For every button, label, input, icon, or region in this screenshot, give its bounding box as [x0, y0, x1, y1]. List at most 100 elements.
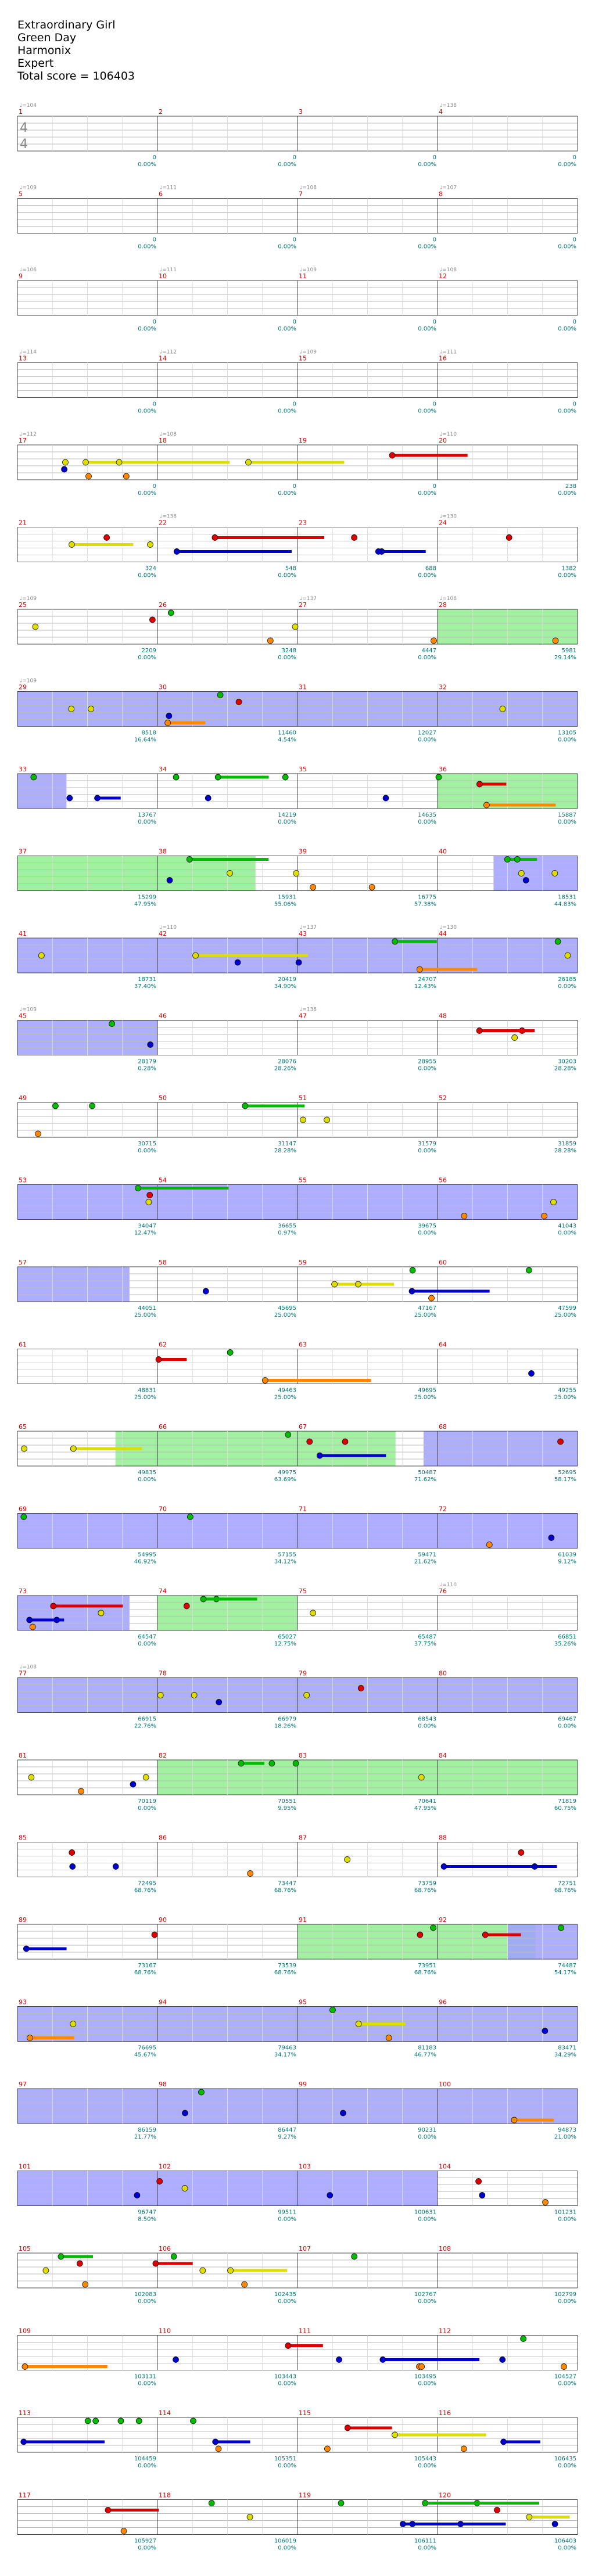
measure-percent: 58.17% — [554, 1476, 576, 1483]
note — [558, 1924, 564, 1931]
measure-score: 2209 — [142, 648, 156, 654]
measure-score: 65027 — [278, 1634, 296, 1640]
measure-score: 41043 — [558, 1223, 576, 1230]
measure-percent: 25.00% — [134, 1312, 156, 1318]
note — [542, 2199, 549, 2205]
score-row: 9♩=10600.00%10♩=11100.00%11♩=10900.00%12… — [17, 267, 578, 332]
note — [351, 2253, 358, 2260]
measure-score: 688 — [425, 566, 436, 572]
note — [292, 623, 299, 630]
measure-number: 81 — [19, 1752, 27, 1759]
note — [152, 2260, 159, 2267]
measure-number: 21 — [19, 519, 27, 527]
measure-number: 60 — [439, 1259, 447, 1266]
note — [340, 2110, 346, 2117]
measure-percent: 47.95% — [134, 901, 156, 908]
measure-percent: 25.00% — [134, 1395, 156, 1401]
measure-number: 63 — [299, 1341, 307, 1349]
measure-number: 86 — [159, 1834, 167, 1842]
measure-number: 97 — [19, 2081, 27, 2088]
measure-number: 7 — [299, 191, 303, 198]
measure-percent: 0.00% — [278, 161, 296, 168]
measure-score: 0 — [433, 483, 436, 490]
tempo-marker: ♩=114 — [20, 350, 37, 355]
note — [342, 1438, 349, 1445]
note — [69, 541, 75, 548]
note — [476, 781, 483, 788]
note — [83, 459, 89, 466]
measure-score: 102083 — [134, 2291, 156, 2298]
measure-score: 47167 — [418, 1305, 436, 1312]
measure-percent: 28.28% — [554, 1066, 576, 1072]
measure-score: 0 — [573, 319, 576, 325]
measure-score: 12027 — [418, 730, 436, 736]
note — [183, 1603, 190, 1609]
note — [551, 870, 558, 876]
note — [28, 1774, 35, 1781]
measure-percent: 0.00% — [558, 244, 576, 250]
measure-score: 70641 — [418, 1798, 436, 1805]
measure-percent: 0.00% — [558, 326, 576, 332]
measure-percent: 0.00% — [418, 2298, 436, 2305]
measure-score: 0 — [433, 155, 436, 161]
note — [246, 2514, 253, 2520]
tempo-marker: ♩=110 — [440, 1582, 457, 1588]
note — [21, 1445, 27, 1452]
measure-percent: 12.47% — [134, 1230, 156, 1237]
measure-percent: 0.00% — [138, 655, 156, 661]
note — [483, 802, 490, 809]
measure-percent: 18.26% — [274, 1723, 296, 1730]
measure-number: 65 — [19, 1423, 27, 1431]
measure-number: 49 — [19, 1094, 27, 1102]
measure-number: 51 — [299, 1094, 307, 1102]
measure-percent: 34.90% — [274, 983, 296, 990]
phrase-highlight — [298, 1924, 536, 1959]
measure-number: 12 — [439, 272, 447, 280]
score-row: 1171059270.00%1181060190.00%1191061110.0… — [17, 2492, 578, 2552]
measure-percent: 0.00% — [418, 2463, 436, 2469]
measure-number: 13 — [19, 355, 27, 362]
note — [375, 548, 382, 555]
measure-percent: 25.00% — [274, 1312, 296, 1318]
note — [310, 884, 317, 890]
measure-percent: 0.00% — [418, 490, 436, 497]
note — [181, 2185, 188, 2191]
measure-score: 1382 — [562, 566, 576, 572]
note — [173, 774, 180, 781]
measure-score: 5981 — [562, 648, 576, 654]
measure-score: 73951 — [418, 1963, 436, 1969]
measure-score: 59471 — [418, 1552, 436, 1558]
note — [392, 938, 399, 945]
measure-number: 102 — [159, 2163, 171, 2171]
note — [78, 1788, 84, 1795]
note — [368, 884, 375, 890]
note — [267, 637, 274, 644]
total-score-line: Total score = 106403 — [17, 70, 135, 82]
total-score-label: Total score = — [17, 70, 93, 82]
measure-number: 14 — [159, 355, 167, 362]
measure-percent: 34.29% — [554, 2052, 576, 2058]
note — [94, 795, 101, 802]
score-row: 49307150.00%503114728.28%51315790.00%523… — [17, 1094, 578, 1154]
note — [66, 795, 73, 802]
measure-percent: 0.00% — [278, 326, 296, 332]
tempo-marker: ♩=138 — [300, 1007, 317, 1013]
note — [147, 541, 153, 548]
note — [38, 952, 45, 959]
note — [552, 637, 559, 644]
measure-number: 85 — [19, 1834, 27, 1842]
measure-percent: 34.17% — [274, 2052, 296, 2058]
measure-score: 72751 — [558, 1881, 576, 1887]
note — [526, 2514, 533, 2520]
measure-number: 116 — [439, 2409, 451, 2417]
measure-percent: 37.40% — [134, 983, 156, 990]
note — [306, 1438, 313, 1445]
note — [167, 609, 174, 616]
note — [192, 952, 199, 959]
note — [70, 1445, 77, 1452]
note — [212, 534, 218, 541]
measure-score: 73539 — [278, 1963, 296, 1969]
measure-percent: 0.00% — [418, 2134, 436, 2140]
note — [531, 1863, 538, 1870]
measure-score: 61039 — [558, 1552, 576, 1558]
